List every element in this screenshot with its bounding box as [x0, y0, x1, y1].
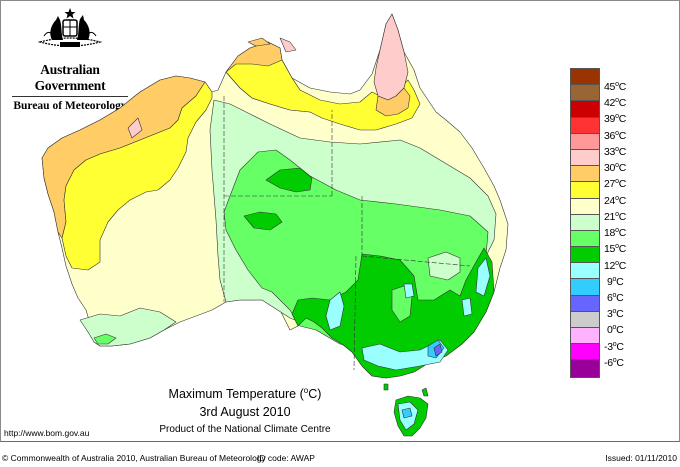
legend-label: 24oC	[604, 195, 626, 207]
agency-title: Bureau of Meteorology	[13, 100, 127, 112]
legend-label: 9oC	[607, 276, 624, 288]
issued-date: Issued: 01/11/2010	[605, 453, 677, 463]
legend-label: 36oC	[604, 130, 626, 142]
government-title: Australian Government	[34, 62, 106, 93]
legend-label: 3oC	[607, 308, 624, 320]
legend-label: 39oC	[604, 113, 626, 125]
bom-logo: Australian Government Bureau of Meteorol…	[8, 6, 132, 112]
legend-label: 6oC	[607, 292, 624, 304]
legend-swatch	[571, 182, 599, 199]
coat-of-arms-icon	[37, 8, 103, 47]
legend-label: -3oC	[604, 341, 624, 353]
legend-swatch	[571, 344, 599, 361]
legend-label: 12oC	[604, 260, 626, 272]
legend-swatch	[571, 263, 599, 280]
legend-swatch	[571, 149, 599, 167]
legend-label: 42oC	[604, 97, 626, 109]
legend-swatch	[571, 360, 599, 377]
copyright-notice: © Commonwealth of Australia 2010, Austra…	[2, 453, 266, 463]
map-title: Maximum Temperature (oC)	[168, 386, 322, 402]
legend-swatch	[571, 247, 599, 264]
website-link[interactable]: http://www.bom.gov.au	[4, 428, 90, 438]
legend-swatch	[571, 311, 599, 328]
legend-label: 18oC	[604, 227, 626, 239]
legend-label: 21oC	[604, 211, 626, 223]
legend-label: 30oC	[604, 162, 626, 174]
legend-label: 27oC	[604, 178, 626, 190]
legend-label: 33oC	[604, 146, 626, 158]
legend-swatch	[571, 101, 599, 118]
legend-swatch	[571, 133, 599, 150]
id-code: ID code: AWAP	[257, 453, 315, 463]
legend-swatch	[571, 117, 599, 134]
legend-swatch	[571, 166, 599, 183]
legend-swatch	[571, 279, 599, 296]
legend-label: 15oC	[604, 243, 626, 255]
legend-label: 45oC	[604, 81, 626, 93]
legend-swatch	[571, 328, 599, 345]
legend-label: -6oC	[604, 357, 624, 369]
map-product: Product of the National Climate Centre	[159, 424, 331, 435]
temperature-legend	[570, 68, 600, 378]
legend-swatch	[571, 85, 599, 102]
legend-label: 0oC	[607, 324, 624, 336]
divider	[12, 96, 128, 97]
legend-swatch	[571, 69, 599, 86]
legend-swatch	[571, 230, 599, 248]
map-date: 3rd August 2010	[199, 405, 291, 419]
legend-swatch	[571, 295, 599, 312]
legend-swatch	[571, 214, 599, 231]
legend-swatch	[571, 198, 599, 215]
temperature-map	[41, 13, 509, 437]
